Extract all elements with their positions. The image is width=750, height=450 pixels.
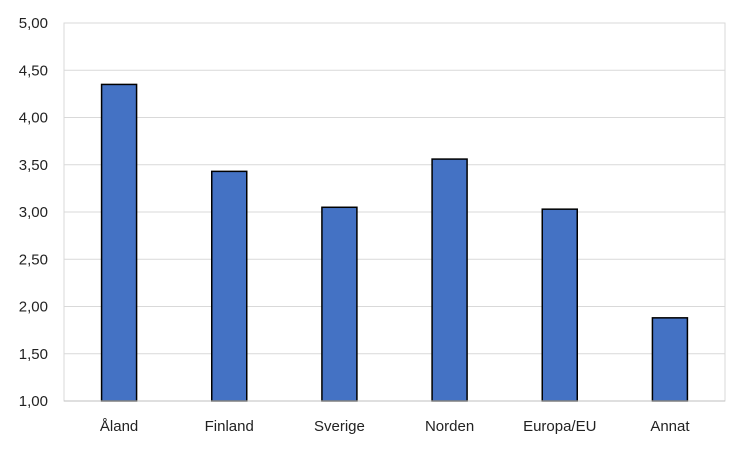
bar — [211, 170, 248, 402]
y-tick-label: 3,50 — [19, 157, 48, 174]
bars — [100, 83, 689, 402]
y-axis-ticks: 1,00 1,50 2,00 2,50 3,00 3,50 4,00 4,50 5,00 — [19, 15, 48, 410]
y-tick-label: 2,00 — [19, 299, 48, 316]
bar — [651, 317, 689, 402]
y-tick-label: 4,00 — [19, 110, 48, 127]
x-tick-label: Norden — [425, 418, 474, 435]
x-tick-label: Sverige — [314, 418, 365, 435]
y-tick-label: 1,00 — [19, 393, 48, 410]
y-tick-label: 2,50 — [19, 251, 48, 268]
x-tick-label: Åland — [100, 418, 138, 435]
x-tick-label: Annat — [650, 418, 690, 435]
x-tick-label: Europa/EU — [523, 418, 596, 435]
bar — [541, 208, 578, 402]
x-tick-label: Finland — [205, 418, 254, 435]
bar — [431, 158, 468, 402]
bar — [100, 83, 138, 402]
x-axis-ticks: Åland Finland Sverige Norden Europa/EU Annat — [100, 418, 690, 435]
y-tick-label: 5,00 — [19, 15, 48, 32]
gridlines — [64, 22, 725, 355]
y-tick-label: 3,00 — [19, 204, 48, 221]
bar — [321, 206, 358, 402]
y-tick-label: 1,50 — [19, 346, 48, 363]
y-tick-label: 4,50 — [19, 62, 48, 79]
